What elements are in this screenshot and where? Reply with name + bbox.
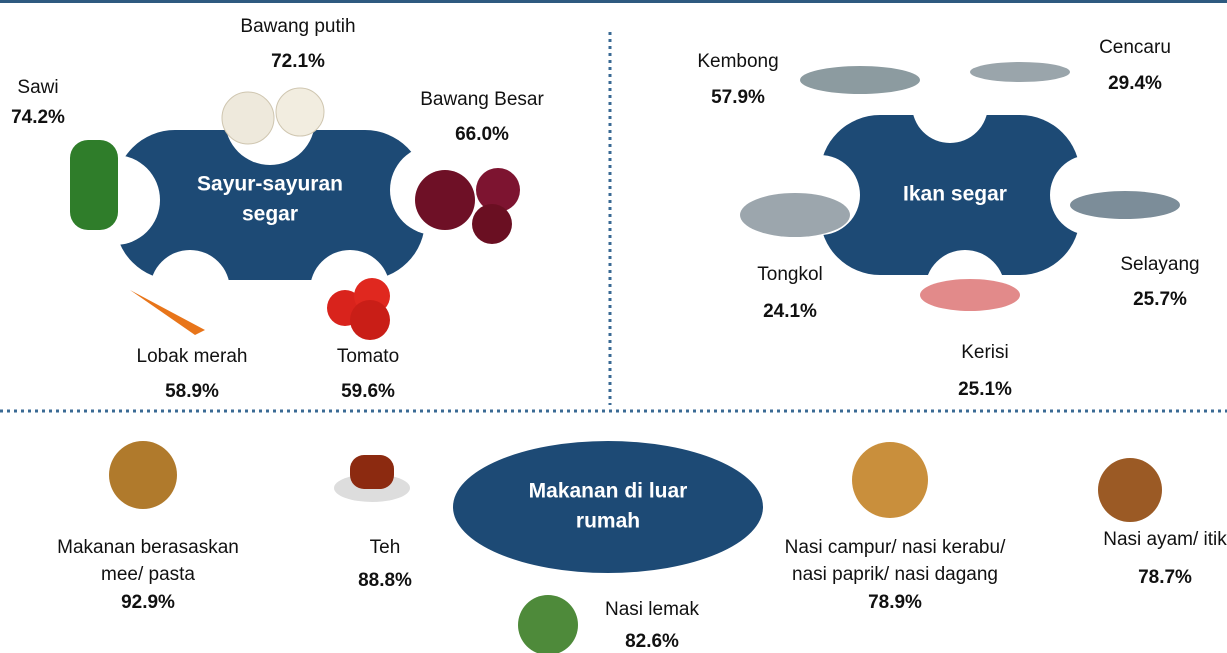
item-label: Makanan berasaskan xyxy=(57,537,239,558)
item-label: nasi paprik/ nasi dagang xyxy=(792,564,998,585)
hub-title: segar xyxy=(242,203,298,226)
item-percent: 58.9% xyxy=(165,381,219,402)
item-percent: 25.1% xyxy=(958,379,1012,400)
item-label: Tongkol xyxy=(757,264,823,285)
item-label: Teh xyxy=(370,537,401,558)
item-percent: 72.1% xyxy=(271,51,325,72)
item-label: Sawi xyxy=(17,77,58,98)
item-label: Selayang xyxy=(1120,254,1199,275)
hub-shape xyxy=(780,67,1130,330)
item-percent: 92.9% xyxy=(121,592,175,613)
item-percent: 78.9% xyxy=(868,592,922,613)
item-percent: 78.7% xyxy=(1138,567,1192,588)
item-percent: 66.0% xyxy=(455,124,509,145)
hub-shape xyxy=(453,441,763,573)
hub-title: Makanan di luar xyxy=(529,480,688,503)
hub-title: Sayur-sayuran xyxy=(197,173,343,196)
hub-title: Ikan segar xyxy=(903,183,1007,206)
item-label: Nasi ayam/ itik xyxy=(1103,529,1227,550)
item-percent: 25.7% xyxy=(1133,289,1187,310)
food-icon xyxy=(70,62,1180,653)
hub-title: rumah xyxy=(576,510,640,533)
item-percent: 59.6% xyxy=(341,381,395,402)
item-label: mee/ pasta xyxy=(101,564,195,585)
item-percent: 29.4% xyxy=(1108,73,1162,94)
item-label: Lobak merah xyxy=(137,346,248,367)
item-percent: 57.9% xyxy=(711,87,765,108)
item-label: Bawang putih xyxy=(240,16,355,37)
item-percent: 24.1% xyxy=(763,301,817,322)
item-label: Cencaru xyxy=(1099,37,1171,58)
item-percent: 82.6% xyxy=(625,631,679,652)
item-percent: 74.2% xyxy=(11,107,65,128)
item-label: Nasi lemak xyxy=(605,599,699,620)
item-label: Kerisi xyxy=(961,342,1009,363)
item-label: Nasi campur/ nasi kerabu/ xyxy=(785,537,1006,558)
item-label: Kembong xyxy=(697,51,778,72)
item-percent: 88.8% xyxy=(358,570,412,591)
item-label: Tomato xyxy=(337,346,399,367)
item-label: Bawang Besar xyxy=(420,89,544,110)
